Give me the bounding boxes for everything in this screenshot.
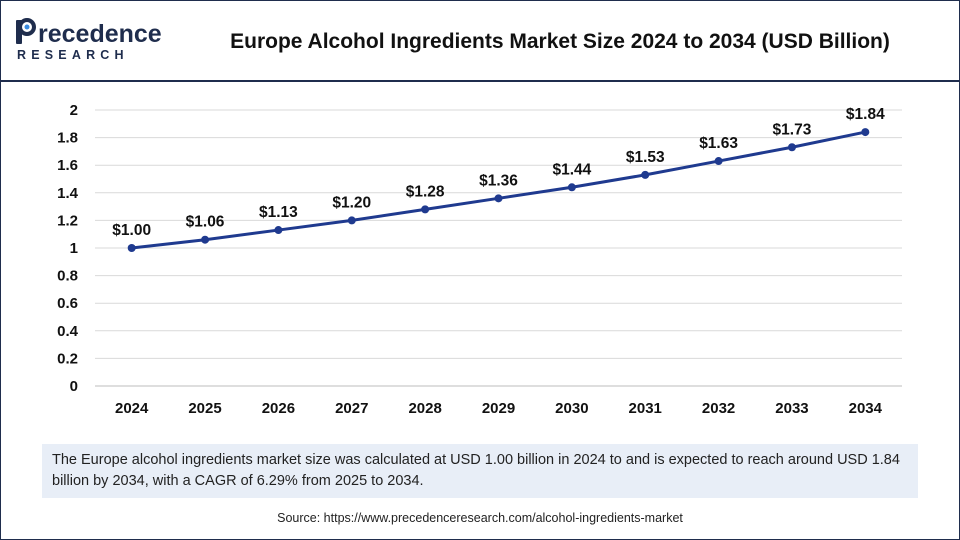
data-point [421, 205, 430, 214]
data-label: $1.28 [406, 183, 445, 200]
y-tick-label: 2 [70, 102, 78, 119]
data-point [641, 170, 650, 179]
y-tick-label: 1.8 [57, 130, 78, 147]
source-text: Source: https://www.precedenceresearch.c… [277, 511, 683, 525]
logo-sub-text: RESEARCH [17, 48, 129, 62]
x-tick-label: 2031 [629, 400, 662, 417]
data-point [494, 194, 503, 203]
gridlines [95, 109, 902, 359]
y-tick-label: 1 [70, 240, 78, 257]
description-box: The Europe alcohol ingredients market si… [42, 444, 918, 498]
x-tick-label: 2027 [335, 400, 368, 417]
data-label: $1.63 [699, 135, 738, 152]
data-label: $1.20 [332, 194, 371, 211]
y-tick-label: 0.4 [57, 323, 79, 340]
x-tick-label: 2024 [115, 400, 149, 417]
data-point [127, 244, 136, 252]
data-label: $1.13 [259, 204, 298, 221]
chart-title: Europe Alcohol Ingredients Market Size 2… [230, 30, 890, 53]
y-tick-label: 0.8 [57, 268, 78, 285]
description-text: The Europe alcohol ingredients market si… [52, 452, 900, 489]
data-labels: $1.00 $1.06 $1.13 $1.20 $1.28 $1.36 $1.44 $1.53… [112, 106, 885, 239]
data-point [567, 183, 576, 192]
x-tick-label: 2026 [262, 400, 295, 417]
x-tick-label: 2032 [702, 400, 735, 417]
data-point [714, 157, 723, 166]
data-point [274, 226, 283, 235]
y-tick-label: 0 [70, 378, 78, 395]
data-point [861, 128, 870, 137]
precedence-research-logo: recedence RESEARCH [16, 18, 162, 62]
data-point [347, 216, 356, 225]
y-tick-label: 1.4 [57, 185, 79, 202]
x-tick-label: 2033 [775, 400, 808, 417]
data-point [201, 235, 210, 244]
y-axis-ticks: 0 0.2 0.4 0.6 0.8 1 1.2 1.4 1.6 1.8 2 [57, 102, 79, 395]
y-tick-label: 0.6 [57, 295, 78, 312]
logo-name-text: recedence [38, 20, 162, 48]
data-label: $1.84 [846, 106, 885, 123]
series-line [131, 130, 866, 250]
logo-mark-icon [16, 18, 36, 44]
x-tick-label: 2025 [188, 400, 221, 417]
data-label: $1.44 [552, 161, 591, 178]
data-point [787, 143, 796, 152]
data-label: $1.06 [186, 214, 225, 231]
x-tick-label: 2028 [408, 400, 441, 417]
x-tick-label: 2029 [482, 400, 515, 417]
data-label: $1.00 [112, 222, 151, 239]
data-points [127, 128, 870, 252]
line-chart: 0 0.2 0.4 0.6 0.8 1 1.2 1.4 1.6 1.8 2 2024 2025 2026… [57, 102, 902, 417]
x-tick-label: 2034 [849, 400, 883, 417]
data-label: $1.73 [773, 121, 812, 138]
y-tick-label: 0.2 [57, 350, 78, 367]
y-tick-label: 1.2 [57, 212, 78, 229]
x-axis-ticks: 2024 2025 2026 2027 2028 2029 2030 2031 2032 2033… [115, 400, 883, 417]
header: recedence RESEARCH Europe Alcohol Ingred… [0, 0, 960, 82]
y-tick-label: 1.6 [57, 157, 78, 174]
x-tick-label: 2030 [555, 400, 588, 417]
data-label: $1.53 [626, 149, 665, 166]
data-label: $1.36 [479, 172, 518, 189]
